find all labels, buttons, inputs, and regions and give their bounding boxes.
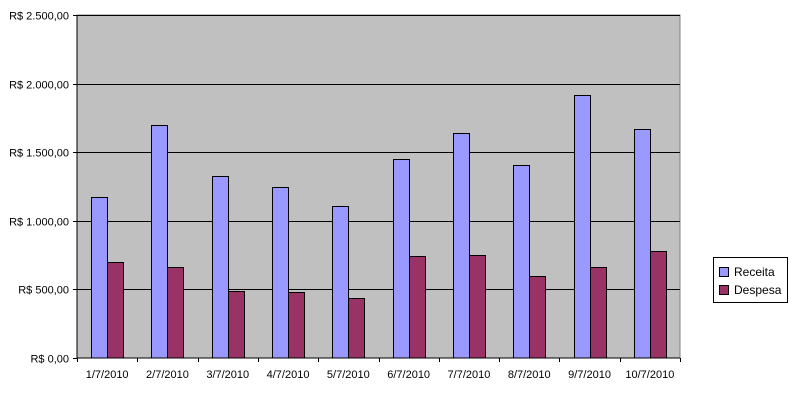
x-tick-label: 7/7/2010	[448, 369, 491, 381]
bar-receita-9	[574, 95, 591, 359]
bar-receita-10	[634, 129, 651, 359]
bar-despesa-8	[529, 276, 546, 359]
x-tick-label: 3/7/2010	[206, 369, 249, 381]
y-tick-label: R$ 1.500,00	[9, 148, 69, 160]
axes	[76, 15, 680, 359]
legend-item-receita: Receita	[719, 263, 787, 281]
bar-despesa-6	[409, 256, 426, 359]
legend-item-despesa: Despesa	[719, 281, 787, 299]
y-tick-labels: R$ 0,00 R$ 500,00 R$ 1.000,00 R$ 1.500,00 R$…	[9, 11, 69, 366]
bars	[91, 95, 667, 359]
x-tick-label: 6/7/2010	[387, 369, 430, 381]
x-tick-label: 4/7/2010	[267, 369, 310, 381]
legend-swatch-despesa	[719, 285, 729, 295]
y-tick-label: R$ 500,00	[18, 285, 69, 297]
legend-label-receita: Receita	[734, 265, 775, 279]
bar-receita-1	[91, 197, 108, 359]
bar-despesa-5	[348, 298, 365, 359]
x-tick-label: 2/7/2010	[146, 369, 189, 381]
legend-label-despesa: Despesa	[734, 283, 782, 297]
y-tick-label: R$ 0,00	[30, 354, 69, 366]
x-tick-label: 10/7/2010	[625, 369, 674, 381]
bar-despesa-3	[228, 291, 245, 359]
y-tick-label: R$ 2.000,00	[9, 80, 69, 92]
bar-despesa-1	[107, 262, 124, 359]
bar-receita-2	[151, 125, 168, 359]
y-tick-label: R$ 1.000,00	[9, 217, 69, 229]
bar-receita-4	[272, 187, 289, 359]
bar-despesa-4	[288, 292, 305, 359]
x-tick-label: 5/7/2010	[327, 369, 370, 381]
bar-receita-3	[212, 176, 229, 359]
bar-receita-7	[453, 133, 470, 359]
x-tick-label: 9/7/2010	[568, 369, 611, 381]
x-tick-label: 1/7/2010	[86, 369, 129, 381]
bar-receita-5	[332, 206, 349, 359]
x-tick-label: 8/7/2010	[508, 369, 551, 381]
x-tick-labels: 1/7/2010 2/7/2010 3/7/2010 4/7/2010 5/7/2010…	[77, 358, 681, 381]
bar-despesa-2	[167, 267, 184, 359]
bar-despesa-10	[650, 251, 667, 359]
bar-receita-8	[513, 165, 530, 359]
legend: Receita Despesa	[713, 257, 788, 303]
legend-swatch-receita	[719, 267, 729, 277]
bar-despesa-7	[469, 255, 486, 359]
bar-despesa-9	[590, 267, 607, 359]
bar-receita-6	[393, 159, 410, 359]
y-tick-label: R$ 2.500,00	[9, 11, 69, 23]
